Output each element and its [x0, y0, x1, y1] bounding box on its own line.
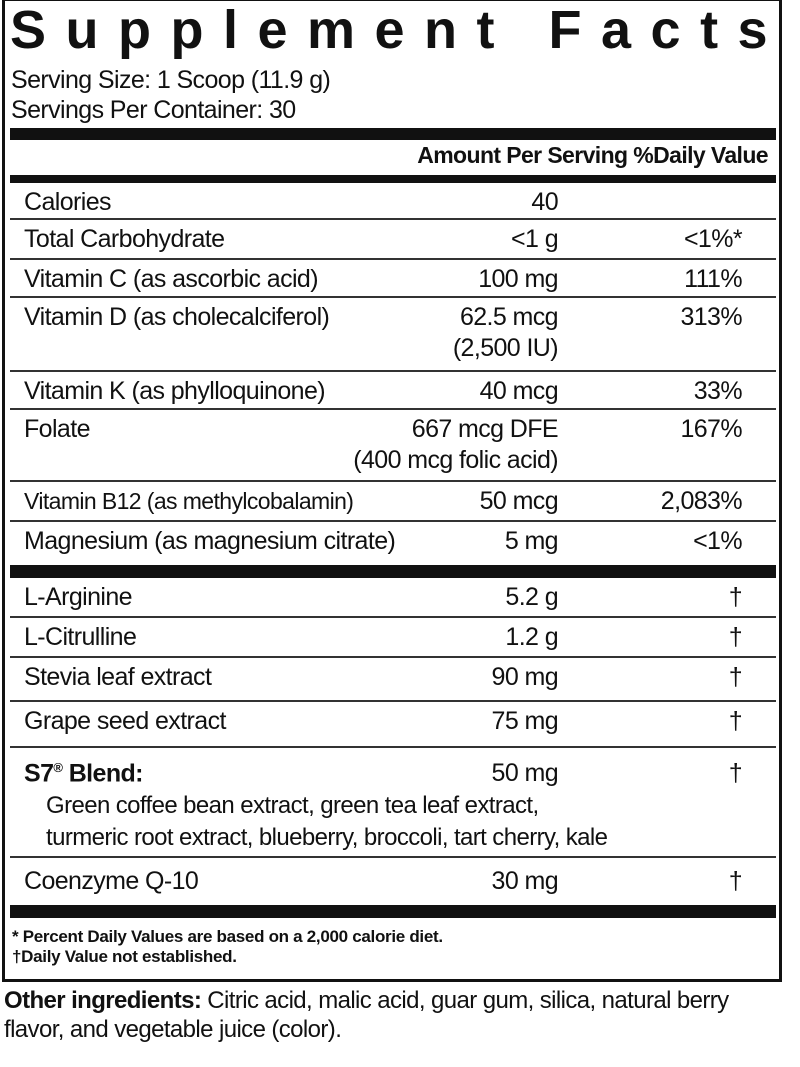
nutrient-dv: †	[728, 623, 743, 651]
nutrient-amount: 1.2 g	[505, 623, 558, 651]
divider-bar	[10, 905, 776, 918]
nutrient-name: Coenzyme Q-10	[24, 867, 199, 895]
table-row: Folate 667 mcg DFE (400 mcg folic acid) 167…	[10, 410, 776, 482]
table-row: Total Carbohydrate <1 g <1%*	[10, 220, 776, 260]
nutrient-dv: <1%*	[683, 225, 743, 253]
table-row: Calories 40	[10, 183, 776, 220]
nutrient-dv: <1%	[693, 527, 743, 555]
nutrient-amount: <1 g	[511, 225, 559, 253]
nutrient-amount: 50 mg	[491, 759, 559, 787]
table-row: Vitamin D (as cholecalciferol) 62.5 mcg (2…	[10, 298, 776, 372]
table-row: Coenzyme Q-10 30 mg †	[10, 858, 776, 905]
nutrient-name: L-Citrulline	[24, 623, 137, 651]
nutrient-table: Calories 40 Total Carbohydrate <1 g <1%* Vi…	[10, 183, 776, 565]
nutrient-name: Grape seed extract	[24, 707, 226, 735]
nutrient-amount: 40 mcg	[479, 377, 559, 405]
nutrient-name: Calories	[24, 188, 112, 216]
amount-line: 667 mcg DFE	[411, 415, 559, 443]
registered-mark: ®	[53, 760, 63, 775]
nutrient-dv: 313%	[680, 303, 742, 331]
table-row: S7® Blend: 50 mg † Green coffee bean ext…	[10, 748, 776, 858]
nutrient-name: Vitamin C (as ascorbic acid)	[24, 265, 319, 293]
blend-name-text: S7	[24, 759, 54, 788]
blend-ingredients-line: turmeric root extract, blueberry, brocco…	[46, 824, 608, 851]
nutrient-name: Stevia leaf extract	[24, 663, 212, 691]
footnote-percent-dv: * Percent Daily Values are based on a 2,…	[12, 927, 443, 946]
nutrient-dv: 33%	[693, 377, 743, 405]
nutrient-name: Vitamin K (as phylloquinone)	[24, 377, 326, 405]
table-row: Stevia leaf extract 90 mg †	[10, 658, 776, 702]
nutrient-dv: 111%	[684, 265, 742, 293]
amount-line: (2,500 IU)	[452, 334, 559, 362]
other-ingredients-text: Citric acid, malic acid, guar gum, silic…	[4, 987, 729, 1043]
amount-header: Amount Per Serving	[417, 142, 628, 168]
other-nutrient-table: L-Arginine 5.2 g † L-Citrulline 1.2 g † Stev…	[10, 578, 776, 905]
servings-per-container: Servings Per Container: 30	[11, 96, 296, 124]
table-row: Vitamin K (as phylloquinone) 40 mcg 33%	[10, 372, 776, 410]
divider-bar	[10, 175, 776, 183]
nutrient-amount: 75 mg	[491, 707, 559, 735]
nutrient-amount: 5 mg	[504, 527, 559, 555]
nutrient-dv: 167%	[680, 415, 742, 443]
divider-bar	[10, 565, 776, 578]
other-ingredients: Other ingredients: Citric acid, malic ac…	[4, 986, 784, 1044]
amount-line: 62.5 mcg	[459, 303, 559, 331]
nutrient-dv: †	[728, 867, 743, 895]
nutrient-name: L-Arginine	[24, 583, 133, 611]
nutrient-amount: 50 mcg	[479, 487, 559, 515]
amount-line: (400 mcg folic acid)	[353, 446, 558, 474]
nutrient-amount: 40	[531, 188, 558, 216]
nutrient-amount: 5.2 g	[505, 583, 558, 611]
column-header: Amount Per Serving %Daily Value	[417, 142, 768, 169]
blend-ingredients: Green coffee bean extract, green tea lea…	[46, 790, 608, 854]
nutrient-dv: †	[728, 707, 743, 735]
other-ingredients-label: Other ingredients:	[4, 987, 202, 1014]
table-row: Magnesium (as magnesium citrate) 5 mg <1%	[10, 522, 776, 565]
nutrient-amount: 667 mcg DFE (400 mcg folic acid)	[353, 414, 558, 476]
blend-name-suffix: Blend:	[62, 759, 144, 788]
nutrient-amount: 90 mg	[491, 663, 559, 691]
divider-bar	[10, 128, 776, 140]
panel-title: Supplement Facts	[10, 0, 788, 60]
dv-header: %Daily Value	[633, 142, 768, 168]
blend-ingredients-line: Green coffee bean extract, green tea lea…	[46, 792, 539, 819]
nutrient-name: Magnesium (as magnesium citrate)	[24, 527, 396, 555]
nutrient-name: Vitamin B12 (as methylcobalamin)	[24, 488, 354, 514]
nutrient-dv: 2,083%	[660, 487, 743, 515]
nutrient-amount: 30 mg	[491, 867, 559, 895]
nutrient-dv: †	[728, 583, 743, 611]
nutrient-dv: †	[728, 759, 743, 787]
table-row: Vitamin B12 (as methylcobalamin) 50 mcg 2,…	[10, 482, 776, 522]
table-row: L-Arginine 5.2 g †	[10, 578, 776, 618]
nutrient-name: Folate	[24, 415, 90, 443]
nutrient-name: Total Carbohydrate	[24, 225, 225, 253]
footnote-dagger: †Daily Value not established.	[12, 947, 237, 966]
blend-name: S7® Blend:	[24, 752, 144, 789]
serving-size: Serving Size: 1 Scoop (11.9 g)	[11, 66, 331, 94]
nutrient-amount: 62.5 mcg (2,500 IU)	[452, 302, 559, 364]
nutrient-amount: 100 mg	[478, 265, 558, 293]
table-row: L-Citrulline 1.2 g †	[10, 618, 776, 658]
nutrient-dv: †	[728, 663, 743, 691]
table-row: Vitamin C (as ascorbic acid) 100 mg 111%	[10, 260, 776, 298]
supplement-facts-panel	[2, 0, 782, 982]
nutrient-name: Vitamin D (as cholecalciferol)	[24, 303, 330, 331]
table-row: Grape seed extract 75 mg †	[10, 702, 776, 748]
